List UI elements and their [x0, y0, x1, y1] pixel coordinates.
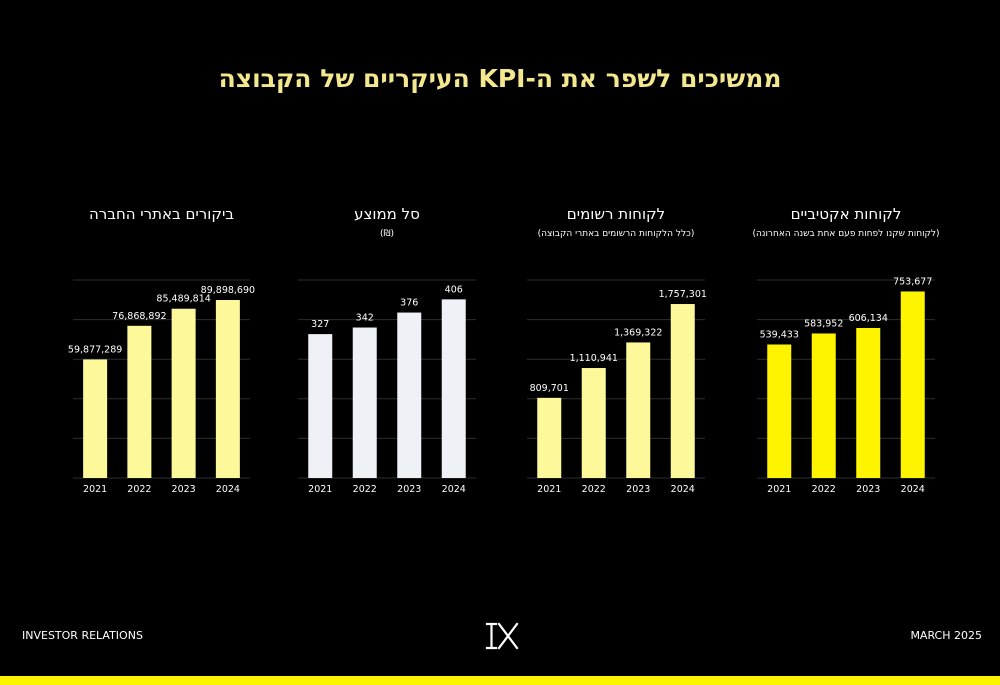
footer-date: MARCH 2025: [910, 629, 982, 642]
bar-2023: [171, 308, 196, 478]
bar-2021: [537, 397, 562, 478]
x-tick-label: 2023: [172, 484, 196, 495]
x-tick-label: 2023: [626, 484, 650, 495]
x-tick-label: 2024: [901, 484, 925, 495]
data-label: 539,433: [760, 329, 799, 340]
x-tick-label: 2022: [582, 484, 606, 495]
data-label: 606,134: [849, 313, 888, 324]
bar-2024: [900, 291, 925, 478]
data-label: 59,877,289: [68, 344, 122, 355]
x-tick-label: 2024: [442, 484, 466, 495]
chart-subtitle: (כלל הלקוחות הרשומים באתרי הקבוצה): [538, 229, 695, 239]
bar-2023: [626, 342, 651, 478]
x-tick-label: 2021: [308, 484, 332, 495]
bar-2021: [308, 334, 333, 478]
bar-2022: [127, 325, 152, 478]
bar-2024: [670, 304, 695, 478]
x-tick-label: 2023: [397, 484, 421, 495]
bar-2021: [83, 359, 108, 478]
data-label: 85,489,814: [156, 294, 210, 305]
chart-title: לקוחות אקטיביים: [791, 205, 902, 223]
x-tick-label: 2022: [812, 484, 836, 495]
bar-2022: [352, 327, 377, 478]
data-label: 342: [356, 313, 374, 324]
x-tick-label: 2021: [537, 484, 561, 495]
chart-title: סל ממוצע: [354, 205, 420, 223]
chart-title: לקוחות רשומים: [567, 205, 665, 223]
chart-2: סל ממוצע (₪) 327 2021 342 2022 376 2023 406 2024: [298, 205, 476, 495]
x-tick-label: 2021: [83, 484, 107, 495]
chart-4: לקוחות אקטיביים (לקוחות שקנו לפחות פעם אח…: [752, 205, 939, 495]
page-title: ממשיכים לשפר את ה-KPI העיקריים של הקבוצה: [218, 64, 782, 93]
bar-2024: [441, 299, 466, 478]
data-label: 583,952: [804, 318, 843, 329]
chart-title: ביקורים באתרי החברה: [89, 205, 234, 223]
data-label: 327: [311, 319, 329, 330]
accent-stripe: [0, 676, 1000, 685]
chart-subtitle: (לקוחות שקנו לפחות פעם אחת בשנה האחרונה): [752, 229, 939, 239]
data-label: 753,677: [893, 276, 932, 287]
chart-3: לקוחות רשומים (כלל הלקוחות הרשומים באתרי …: [527, 205, 707, 495]
bar-2023: [397, 312, 422, 478]
x-tick-label: 2022: [127, 484, 151, 495]
bar-2024: [215, 300, 240, 478]
footer-investor-relations: INVESTOR RELATIONS: [22, 629, 143, 642]
bar-2021: [767, 344, 792, 478]
bar-2023: [856, 327, 881, 478]
data-label: 1,369,322: [614, 327, 662, 338]
chart-subtitle: (₪): [380, 229, 394, 239]
data-label: 76,868,892: [112, 311, 166, 322]
chart-1: ביקורים באתרי החברה 59,877,289 2021 76,868,…: [68, 205, 255, 495]
bar-2022: [581, 368, 606, 478]
data-label: 1,110,941: [570, 353, 618, 364]
x-tick-label: 2021: [767, 484, 791, 495]
ix-logo-icon: [485, 622, 519, 650]
x-tick-label: 2022: [353, 484, 377, 495]
data-label: 809,701: [530, 383, 569, 394]
data-label: 406: [445, 284, 463, 295]
data-label: 89,898,690: [201, 285, 255, 296]
x-tick-label: 2024: [216, 484, 240, 495]
bar-2022: [811, 333, 836, 478]
data-label: 1,757,301: [659, 289, 707, 300]
x-tick-label: 2023: [856, 484, 880, 495]
charts-area: ביקורים באתרי החברה 59,877,289 2021 76,868,…: [68, 205, 940, 495]
data-label: 376: [400, 298, 418, 309]
x-tick-label: 2024: [671, 484, 695, 495]
